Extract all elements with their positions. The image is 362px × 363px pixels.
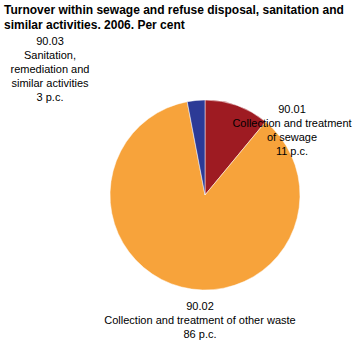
svg-text:90.02Collection and treatment: 90.02Collection and treatment of other w… (104, 300, 295, 340)
html-text:Turnover within sewage and ref: Turnover within sewage and refuse dispos… (4, 3, 344, 32)
svg-text:90.03Sanitation,remediation an: 90.03Sanitation,remediation andsimilar a… (11, 35, 90, 103)
svg-text:90.01Collection and treatmento: 90.01Collection and treatmentof sewage11… (232, 103, 351, 157)
